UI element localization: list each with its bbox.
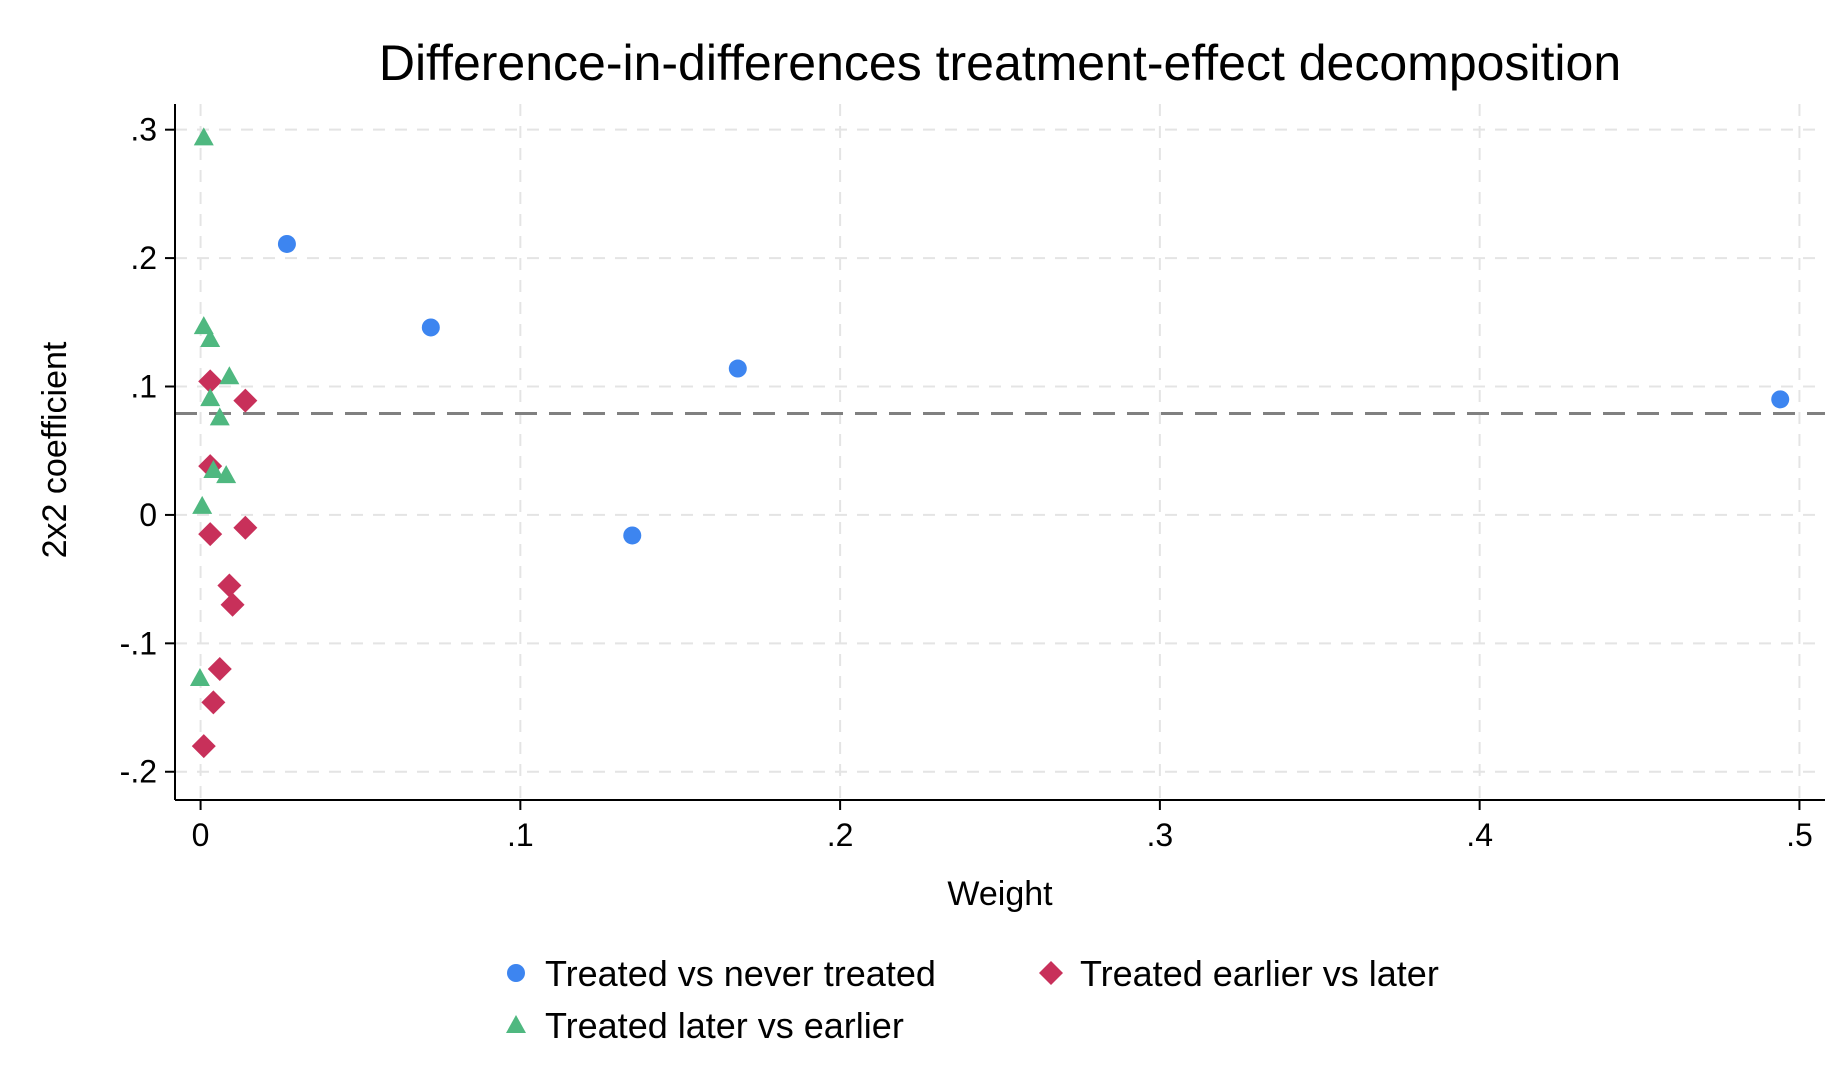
circle-point xyxy=(421,318,440,337)
y-tick-label: .2 xyxy=(130,240,157,276)
y-tick-label: .1 xyxy=(130,369,157,405)
triangle-point xyxy=(216,465,237,484)
x-tick-label: .4 xyxy=(1466,817,1493,853)
y-axis-label: 2x2 coefficient xyxy=(36,341,74,558)
diamond-point xyxy=(191,734,216,759)
legend-circle-icon xyxy=(507,964,525,982)
legend-label: Treated earlier vs later xyxy=(1080,953,1439,994)
data-points xyxy=(189,127,1790,759)
triangle-point xyxy=(203,459,224,478)
circle-point xyxy=(1771,390,1790,409)
series-circle xyxy=(277,234,1790,545)
triangle-point xyxy=(192,495,213,514)
tick-labels: 0 .1 .2 .3 .4 .5 -.2 -.1 0 .1 .2 .3 xyxy=(120,112,1813,853)
series-triangle xyxy=(189,127,240,687)
circle-point xyxy=(277,234,296,253)
y-tick-label: .3 xyxy=(130,112,157,148)
x-tick-label: .5 xyxy=(1786,817,1813,853)
x-tick-label: .3 xyxy=(1147,817,1174,853)
legend-item: Treated earlier vs later xyxy=(1039,953,1439,994)
circle-point xyxy=(728,359,747,378)
legend-item: Treated vs never treated xyxy=(507,953,936,994)
x-tick-label: .1 xyxy=(507,817,534,853)
legend-label: Treated later vs earlier xyxy=(545,1005,904,1046)
diamond-point xyxy=(198,522,223,547)
y-tick-label: -.2 xyxy=(120,754,157,790)
axes xyxy=(165,104,1825,810)
diamond-point xyxy=(201,690,226,715)
diamond-point xyxy=(198,369,223,394)
triangle-point xyxy=(209,407,230,426)
diamond-point xyxy=(217,573,242,598)
triangle-point xyxy=(193,127,214,146)
diamond-point xyxy=(207,657,232,682)
x-axis-label: Weight xyxy=(947,875,1053,913)
triangle-point xyxy=(219,366,240,385)
legend: Treated vs never treated Treated earlier … xyxy=(506,953,1439,1046)
diamond-point xyxy=(233,515,258,540)
x-tick-label: 0 xyxy=(192,817,210,853)
y-tick-label: 0 xyxy=(139,497,157,533)
triangle-point xyxy=(189,668,210,687)
y-tick-label: -.1 xyxy=(120,625,157,661)
diamond-point xyxy=(233,388,258,413)
triangle-point xyxy=(200,328,221,347)
series-diamond xyxy=(191,369,258,759)
chart-title: Difference-in-differences treatment-effe… xyxy=(379,35,1621,91)
x-tick-label: .2 xyxy=(827,817,854,853)
legend-diamond-icon xyxy=(1039,961,1063,985)
triangle-point xyxy=(193,316,214,335)
legend-label: Treated vs never treated xyxy=(545,953,936,994)
legend-triangle-icon xyxy=(506,1015,526,1033)
triangle-point xyxy=(200,388,221,407)
circle-point xyxy=(623,526,642,545)
diamond-point xyxy=(220,592,245,617)
legend-item: Treated later vs earlier xyxy=(506,1005,904,1046)
grid-lines xyxy=(175,104,1825,800)
